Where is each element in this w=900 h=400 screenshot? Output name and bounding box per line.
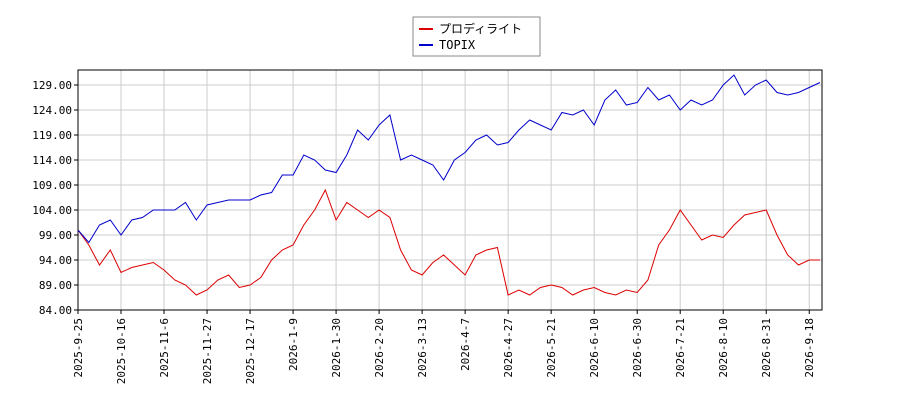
x-tick-label: 2026-6-10	[588, 318, 601, 378]
legend-box	[412, 16, 541, 57]
data-line	[77, 188, 820, 296]
y-tick-label: 109.00	[32, 179, 72, 192]
x-tick-label: 2026-4-7	[459, 318, 472, 371]
y-tick-label: 99.00	[39, 229, 72, 242]
y-tick-label: 119.00	[32, 129, 72, 142]
y-tick-label: 124.00	[32, 104, 72, 117]
x-tick-label: 2025-9-25	[72, 318, 85, 378]
x-tick-label: 2026-7-21	[674, 318, 687, 378]
x-tick-label: 2026-8-10	[717, 318, 730, 378]
y-tick-label: 104.00	[32, 204, 72, 217]
x-tick-label: 2025-11-6	[158, 318, 171, 378]
x-tick-label: 2026-5-21	[545, 318, 558, 378]
x-tick-label: 2026-4-27	[502, 318, 515, 378]
x-tick-label: 2026-6-30	[631, 318, 644, 378]
legend-label: TOPIX	[439, 38, 476, 52]
legend-label: プロディライト	[439, 21, 522, 36]
plot-frame	[77, 69, 823, 311]
x-tick-label: 2026-9-18	[803, 318, 816, 378]
x-tick-label: 2026-1-9	[287, 318, 300, 371]
x-tick-label: 2026-8-31	[760, 318, 773, 378]
y-tick-label: 84.00	[39, 304, 72, 317]
x-tick-label: 2026-2-20	[373, 318, 386, 378]
y-tick-label: 129.00	[32, 79, 72, 92]
y-tick-label: 114.00	[32, 154, 72, 167]
x-tick-label: 2025-10-16	[115, 318, 128, 384]
x-tick-label: 2026-1-30	[330, 318, 343, 378]
y-tick-label: 89.00	[39, 279, 72, 292]
data-line	[77, 74, 821, 244]
x-tick-label: 2026-3-13	[416, 318, 429, 378]
x-tick-label: 2025-11-27	[201, 318, 214, 384]
x-tick-label: 2025-12-17	[244, 318, 257, 384]
y-tick-label: 94.00	[39, 254, 72, 267]
